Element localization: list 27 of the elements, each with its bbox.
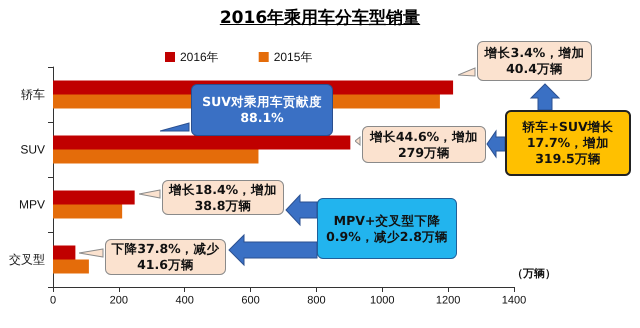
x-tick-label: 400 — [176, 294, 194, 306]
y-tick-label: 轿车 — [21, 88, 45, 102]
annotation: MPV+交叉型下降0.9%，减少2.8万辆 — [317, 198, 457, 259]
x-tick-label: 1400 — [502, 294, 526, 306]
x-tick-label: 0 — [50, 294, 56, 306]
bar — [53, 190, 135, 204]
x-tick-label: 1000 — [370, 294, 395, 306]
text: 轿车+SUV增长17.7%，增加319.5万辆 — [505, 110, 631, 176]
y-tick-label: 交叉型 — [9, 252, 45, 266]
x-tick-label: 1200 — [436, 294, 460, 306]
x-axis-title: （万辆） — [512, 266, 556, 281]
annotation: 增长18.4%，增加38.8万辆 — [162, 180, 284, 215]
y-tick-label: MPV — [18, 198, 45, 212]
x-tick-label: 800 — [307, 294, 326, 306]
annotation: 下降37.8%，减少41.6万辆 — [105, 239, 226, 275]
legend-label: 2016年 — [180, 50, 219, 64]
legend-label: 2015年 — [274, 50, 312, 64]
bar — [53, 246, 76, 260]
bar — [53, 204, 122, 218]
x-tick-label: 200 — [110, 294, 128, 306]
annotation: SUV对乘用车贡献度88.1% — [191, 84, 333, 136]
bar — [53, 136, 350, 150]
bar — [53, 150, 258, 164]
chart-title: 2016年乘用车分车型销量 — [220, 8, 420, 28]
x-tick-label: 600 — [241, 294, 260, 306]
y-tick-label: SUV — [20, 142, 45, 156]
bar — [53, 260, 89, 274]
